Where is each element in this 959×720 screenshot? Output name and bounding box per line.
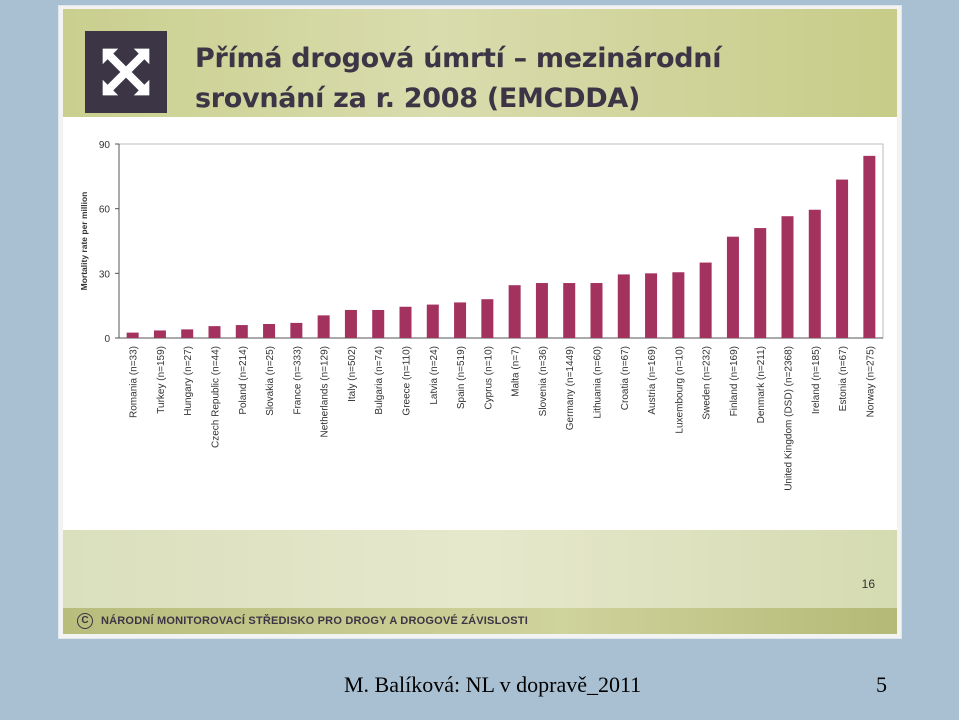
slide-footer: C NÁRODNÍ MONITOROVACÍ STŘEDISKO PRO DRO… <box>63 608 897 634</box>
x-tick-label: Greece (n=110) <box>402 346 413 416</box>
x-tick-label: France (n=333) <box>292 346 303 415</box>
x-tick-label: Hungary (n=27) <box>183 346 194 416</box>
slide-title: Přímá drogová úmrtí – mezinárodní srovná… <box>195 39 795 119</box>
bar <box>481 299 494 338</box>
x-tick-label: Spain (n=519) <box>456 346 467 409</box>
title-line-2: srovnání za r. 2008 (EMCDDA) <box>195 83 640 114</box>
x-tick-label: Sweden (n=232) <box>702 346 713 420</box>
bar <box>454 302 467 338</box>
bar <box>399 306 412 338</box>
x-tick-label: Cyprus (n=10) <box>483 346 494 410</box>
bar <box>590 283 603 338</box>
x-tick-label: Estonia (n=67) <box>838 346 849 411</box>
y-tick-label: 30 <box>99 269 111 280</box>
bar <box>863 155 876 338</box>
title-line-1: Přímá drogová úmrtí – mezinárodní <box>195 43 722 74</box>
slide-header: Přímá drogová úmrtí – mezinárodní srovná… <box>63 9 897 117</box>
bar <box>754 228 767 338</box>
bar-chart: 0 30 60 90 Mortality rate per million Romania… <box>79 140 884 491</box>
x-tick-label: Turkey (n=159) <box>156 346 167 414</box>
slide: Přímá drogová úmrtí – mezinárodní srovná… <box>58 5 902 639</box>
bar <box>563 283 576 338</box>
bar <box>726 236 739 338</box>
bar <box>317 315 330 338</box>
bar <box>808 209 821 338</box>
x-tick-label: Slovenia (n=36) <box>538 346 549 416</box>
bar <box>263 323 276 338</box>
plot-frame <box>118 143 884 339</box>
bar <box>836 179 849 338</box>
bar <box>699 262 712 338</box>
bar <box>426 304 439 338</box>
x-tick-label: Latvia (n=24) <box>429 346 440 405</box>
presentation-caption: M. Balíková: NL v dopravě_2011 <box>344 672 642 697</box>
chart-area: 0 30 60 90 Mortality rate per million Romania… <box>63 117 897 530</box>
x-tick-label: Czech Republic (n=44) <box>211 346 222 448</box>
bar <box>781 216 794 338</box>
x-tick-label: Lithuania (n=60) <box>593 346 604 419</box>
y-axis-label: Mortality rate per million <box>79 192 89 291</box>
bar <box>617 274 630 338</box>
bar <box>235 325 248 338</box>
footer-text: NÁRODNÍ MONITOROVACÍ STŘEDISKO PRO DROGY… <box>101 615 528 627</box>
x-tick-label: Finland (n=169) <box>729 346 740 416</box>
x-tick-label: Austria (n=169) <box>647 346 658 415</box>
bar <box>672 272 685 338</box>
x-tick-label: Germany (n=1449) <box>565 346 576 430</box>
copyright-icon: C <box>77 613 93 629</box>
x-tick-label: Ireland (n=185) <box>811 346 822 414</box>
bar <box>372 309 385 338</box>
slide-number: 16 <box>861 577 875 591</box>
bar <box>181 329 194 338</box>
bar <box>153 330 166 338</box>
x-tick-label: Croatia (n=67) <box>620 346 631 410</box>
x-tick-label: Netherlands (n=129) <box>320 346 331 437</box>
slide-bottom-band: 16 <box>63 530 897 608</box>
x-tick-label: Poland (n=214) <box>238 346 249 415</box>
y-tick-label: 90 <box>99 140 111 151</box>
x-tick-label: United Kingdom (DSD) (n=2368) <box>784 346 795 491</box>
bar <box>535 283 548 338</box>
bar <box>645 273 658 338</box>
y-tick-label: 60 <box>99 205 111 216</box>
y-tick-label: 0 <box>104 334 110 345</box>
x-tick-label: Luxembourg (n=10) <box>674 346 685 434</box>
bar <box>508 285 521 338</box>
bar <box>126 332 139 338</box>
x-tick-label: Italy (n=502) <box>347 346 358 402</box>
x-tick-label: Bulgaria (n=74) <box>374 346 385 415</box>
x-tick-label: Denmark (n=211) <box>756 346 767 423</box>
bar <box>208 326 221 338</box>
page-number: 5 <box>876 672 887 697</box>
x-tick-label: Romania (n=33) <box>129 346 140 418</box>
logo-icon <box>85 31 167 113</box>
x-tick-label: Malta (n=7) <box>511 346 522 397</box>
x-tick-label: Slovakia (n=25) <box>265 346 276 416</box>
bar <box>344 309 357 338</box>
x-tick-label: Norway (n=275) <box>865 346 876 417</box>
bar <box>290 322 303 338</box>
